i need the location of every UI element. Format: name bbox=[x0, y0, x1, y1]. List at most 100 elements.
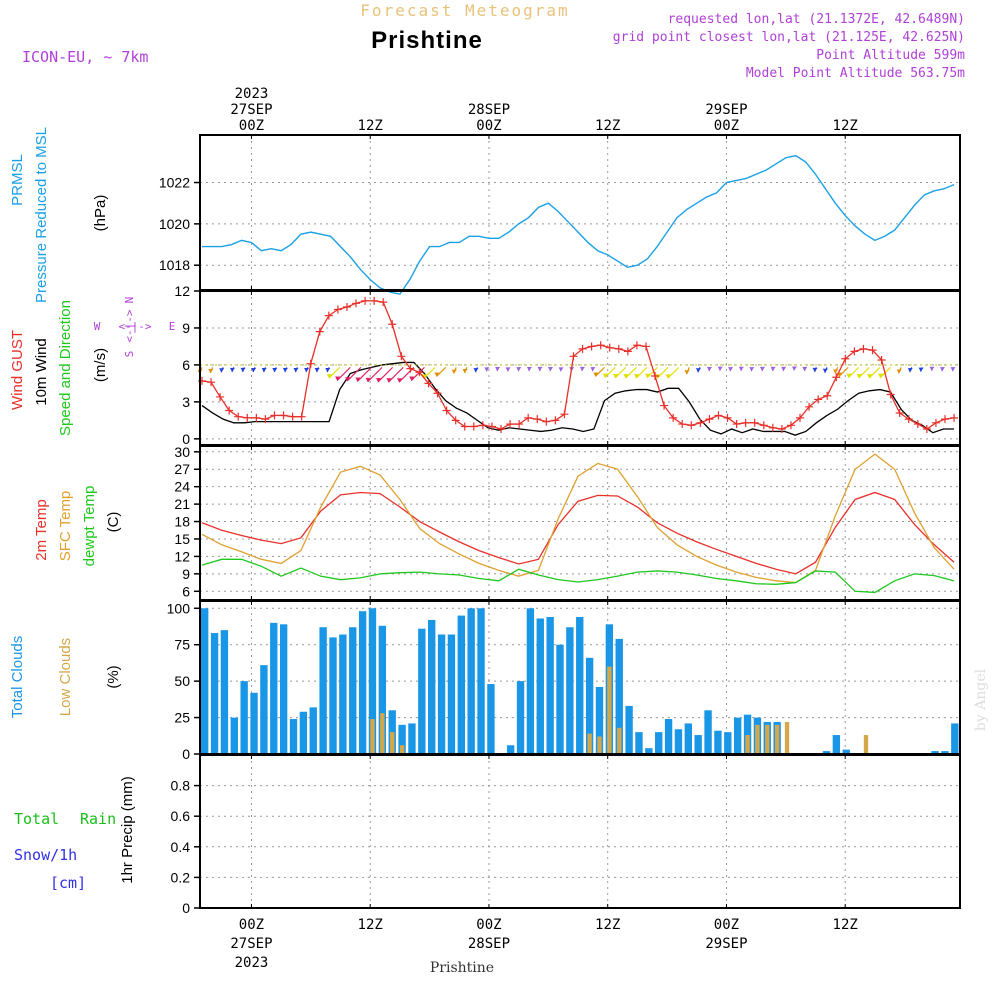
gust-marker bbox=[397, 352, 406, 361]
wind-ytick-label: 3 bbox=[182, 394, 190, 410]
wind-barb-head bbox=[484, 367, 490, 372]
rain-label-total: Total bbox=[14, 810, 59, 828]
time-label-top: 27SEP bbox=[230, 102, 272, 118]
total-cloud-bar bbox=[684, 723, 693, 754]
low-cloud-bar bbox=[863, 735, 869, 754]
gust-marker bbox=[587, 342, 596, 351]
total-cloud-bar bbox=[250, 692, 258, 754]
temp-unit: (C) bbox=[105, 512, 122, 533]
gust-marker bbox=[216, 392, 225, 401]
sfc-label: SFC Temp bbox=[57, 491, 74, 562]
gust-marker bbox=[750, 418, 759, 427]
gust-marker bbox=[315, 327, 324, 336]
wind-barb-head bbox=[422, 374, 428, 379]
wind-barb-head bbox=[717, 366, 723, 371]
total-cloud-bar bbox=[931, 751, 939, 754]
total-cloud-bar bbox=[951, 723, 959, 754]
gust-marker bbox=[796, 413, 805, 422]
requested-coords: requested lon,lat (21.1372E, 42.6489N) bbox=[668, 12, 965, 27]
total-cloud-bar bbox=[664, 719, 673, 754]
wind-barb-head bbox=[896, 369, 902, 374]
time-label-bottom: 29SEP bbox=[705, 936, 747, 952]
total-cloud-bar bbox=[842, 749, 850, 754]
temp-ytick-label: 12 bbox=[174, 548, 190, 564]
wind-barb-head bbox=[812, 367, 818, 372]
gust-marker bbox=[786, 421, 795, 430]
wind-barb bbox=[625, 366, 637, 379]
wind-unit: (m/s) bbox=[92, 348, 109, 382]
gust-marker bbox=[632, 341, 641, 350]
wind-barb-head bbox=[397, 378, 403, 383]
gust-marker bbox=[424, 379, 433, 388]
wind-barb-head bbox=[846, 373, 852, 378]
total-cloud-bar bbox=[536, 618, 544, 754]
total-cloud-bar bbox=[467, 608, 475, 754]
wind-barb-head bbox=[365, 377, 371, 382]
gust-marker bbox=[560, 410, 569, 419]
total-cloud-bar bbox=[546, 617, 554, 754]
low-cloud-bar bbox=[370, 719, 375, 754]
wind-barb-head bbox=[867, 374, 873, 379]
gust-marker bbox=[886, 390, 895, 399]
wind-barb-head bbox=[282, 368, 288, 373]
wind-barb-head bbox=[728, 367, 734, 372]
gust-marker bbox=[370, 296, 379, 305]
total-cloud-bar bbox=[299, 711, 308, 754]
time-label-top: 00Z bbox=[239, 118, 264, 134]
total-cloud-bar bbox=[506, 745, 515, 754]
gust-marker bbox=[252, 413, 261, 422]
total-cloud-bar bbox=[270, 622, 278, 754]
total-cloud-bar bbox=[556, 644, 564, 754]
clouds-unit: (%) bbox=[105, 665, 122, 688]
clouds-ytick-label: 100 bbox=[167, 600, 191, 616]
total-cloud-bar bbox=[418, 628, 426, 754]
gust-marker bbox=[533, 415, 542, 424]
gust-marker bbox=[614, 344, 623, 353]
gust-marker bbox=[895, 408, 904, 417]
gust-marker bbox=[859, 344, 868, 353]
gust-marker bbox=[379, 298, 388, 307]
total-cloud-bar bbox=[674, 729, 683, 754]
gust-marker bbox=[261, 415, 270, 424]
total-cloud-bar bbox=[349, 627, 357, 754]
gust-marker bbox=[551, 416, 560, 425]
temp-ytick-label: 21 bbox=[174, 496, 190, 512]
temp-line bbox=[201, 491, 955, 575]
wind-barb-head bbox=[590, 367, 596, 372]
time-label-bottom: 2023 bbox=[235, 955, 269, 971]
total-cloud-bar bbox=[487, 684, 495, 754]
time-label-top: 12Z bbox=[595, 118, 620, 134]
gust-marker bbox=[406, 364, 415, 373]
wind-barb bbox=[838, 366, 849, 377]
low-cloud-bar bbox=[765, 724, 770, 754]
wind-barb bbox=[858, 366, 870, 379]
location-title: Prishtine bbox=[371, 27, 483, 54]
temp-ytick-label: 9 bbox=[182, 566, 190, 582]
total-cloud-bar bbox=[595, 686, 604, 754]
clouds-ytick-label: 50 bbox=[174, 673, 190, 689]
sfc-temp-line bbox=[201, 453, 955, 584]
gust-line bbox=[201, 300, 955, 430]
wind-barb-head bbox=[665, 374, 671, 379]
total-cloud-bar bbox=[398, 724, 406, 754]
gust-marker bbox=[687, 421, 696, 430]
product-title: Forecast Meteogram bbox=[360, 1, 569, 20]
time-label-bottom: 27SEP bbox=[230, 936, 272, 952]
wind-barb bbox=[614, 366, 627, 379]
pressure-ytick-label: 1020 bbox=[159, 216, 190, 232]
pressure-label-2: Pressure Reduced to MSL bbox=[33, 127, 50, 303]
gust-marker bbox=[777, 424, 786, 433]
wind-barb-head bbox=[335, 376, 341, 381]
gust-marker bbox=[678, 420, 687, 429]
time-label-bottom: 28SEP bbox=[468, 936, 510, 952]
time-label-top: 12Z bbox=[833, 118, 858, 134]
wind-barb-head bbox=[462, 369, 468, 374]
low-cloud-bar bbox=[607, 666, 612, 754]
precip-ytick-label: 0.2 bbox=[171, 869, 191, 885]
gust-marker bbox=[497, 424, 505, 433]
temp-ytick-label: 27 bbox=[174, 461, 190, 477]
wind-barb-head bbox=[251, 368, 257, 373]
gust-marker bbox=[324, 311, 333, 320]
wind-barb-head bbox=[602, 373, 608, 378]
